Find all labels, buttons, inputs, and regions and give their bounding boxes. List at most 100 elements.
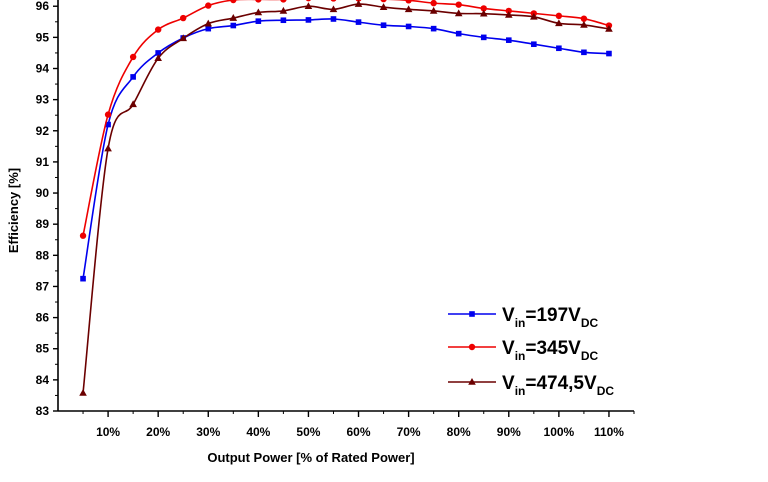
data-point: [79, 232, 87, 239]
y-tick-label: 89: [36, 217, 50, 231]
data-point: [304, 2, 313, 10]
x-tick-label: 60%: [347, 425, 371, 439]
data-point: [104, 144, 112, 152]
x-tick-label: 50%: [296, 425, 320, 439]
data-point: [430, 25, 437, 32]
data-point: [280, 0, 287, 3]
data-point: [606, 50, 612, 57]
data-point: [129, 100, 137, 108]
y-axis-title: Efficiency [%]: [6, 168, 21, 253]
data-point: [505, 37, 512, 43]
x-tick-label: 20%: [146, 425, 170, 439]
legend-label-part: =197V: [525, 305, 581, 326]
data-point: [580, 15, 588, 22]
legend-label-part: in: [515, 316, 526, 330]
data-point: [155, 50, 161, 56]
y-tick-label: 91: [36, 155, 50, 169]
legend-label-part: in: [515, 349, 526, 363]
series-2: [79, 0, 613, 239]
x-tick-label: 70%: [397, 425, 421, 439]
data-point: [105, 121, 111, 128]
data-point: [104, 111, 112, 118]
series-1: [80, 16, 612, 282]
x-tick-label: 90%: [497, 425, 521, 439]
data-point: [505, 7, 512, 15]
data-point: [204, 19, 213, 27]
data-point: [555, 19, 563, 27]
y-tick-label: 93: [36, 93, 50, 107]
data-point: [180, 14, 187, 22]
data-point: [329, 5, 338, 13]
legend-label: Vin=474,5VDC: [502, 373, 614, 398]
x-tick-label: 10%: [96, 425, 120, 439]
data-point: [80, 275, 86, 282]
y-tick-label: 83: [36, 404, 50, 418]
legend-label-part: V: [502, 305, 515, 326]
data-point: [79, 388, 87, 396]
data-point: [355, 19, 362, 25]
legend-item-1: Vin=197VDC: [448, 305, 599, 330]
data-point: [330, 0, 337, 2]
data-point: [205, 2, 212, 9]
legend-label: Vin=345VDC: [502, 338, 599, 363]
series-3: [79, 0, 613, 396]
legend-label-part: =474,5V: [525, 373, 597, 394]
data-point: [380, 22, 387, 29]
data-point: [455, 30, 462, 37]
data-point: [405, 23, 412, 30]
x-tick-label: 110%: [594, 425, 624, 439]
y-tick-label: 95: [36, 30, 50, 44]
data-point: [230, 0, 237, 4]
legend-label-part: DC: [581, 349, 599, 363]
y-tick-label: 90: [36, 186, 50, 200]
data-point: [230, 22, 237, 29]
data-point: [556, 45, 562, 52]
legend-label-part: =345V: [525, 338, 581, 359]
legend-label-part: DC: [597, 384, 615, 398]
legend-marker: [468, 343, 476, 351]
data-point: [305, 0, 312, 2]
data-point: [530, 12, 538, 20]
x-tick-label: 30%: [196, 425, 220, 439]
data-point: [130, 74, 136, 80]
data-point: [605, 24, 613, 32]
data-point: [154, 26, 162, 33]
data-point: [229, 14, 238, 21]
data-point: [379, 3, 388, 10]
legend-marker: [468, 378, 476, 385]
data-point: [429, 6, 438, 14]
data-point: [380, 0, 387, 3]
legend-label-part: DC: [581, 316, 599, 330]
y-tick-label: 87: [36, 279, 50, 293]
data-point: [581, 49, 587, 56]
legend-item-3: Vin=474,5VDC: [448, 373, 614, 398]
data-point: [255, 18, 262, 24]
x-tick-label: 40%: [246, 425, 270, 439]
data-point: [205, 25, 212, 32]
y-tick-label: 86: [36, 311, 50, 325]
data-point: [405, 0, 412, 4]
legend-label-part: V: [502, 373, 515, 394]
legend-label-part: in: [515, 384, 526, 398]
data-point: [479, 9, 488, 17]
data-point: [279, 6, 288, 14]
y-tick-label: 88: [36, 248, 50, 262]
data-point: [354, 0, 363, 7]
data-point: [480, 5, 487, 12]
data-point: [555, 12, 563, 20]
x-axis-title: Output Power [% of Rated Power]: [207, 450, 414, 465]
x-tick-label: 80%: [447, 425, 471, 439]
data-point: [330, 16, 337, 22]
data-point: [154, 54, 162, 62]
data-point: [531, 41, 537, 48]
y-tick-label: 94: [36, 62, 50, 76]
legend-marker: [469, 311, 475, 317]
y-tick-label: 85: [36, 342, 50, 356]
data-point: [404, 5, 413, 13]
x-tick-label: 100%: [544, 425, 575, 439]
y-tick-label: 96: [36, 0, 50, 13]
y-tick-label: 92: [36, 124, 50, 138]
data-point: [455, 1, 462, 8]
